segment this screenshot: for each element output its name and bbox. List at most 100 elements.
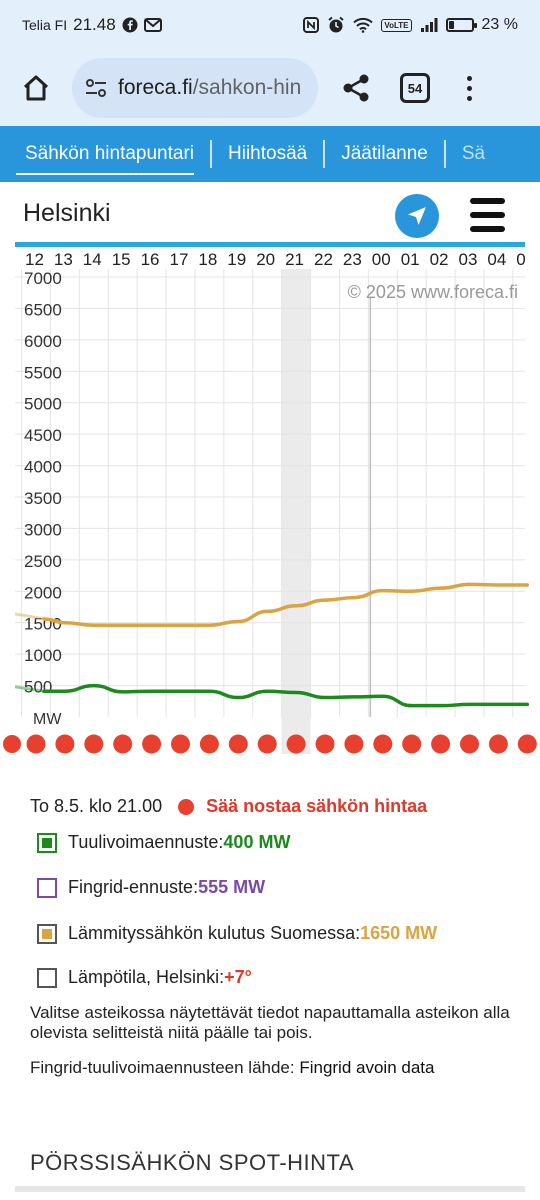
y-tick-label: 3500: [24, 489, 62, 508]
hour-tick-label: 21: [285, 250, 304, 269]
legend-checkbox-temperature[interactable]: [37, 967, 57, 988]
price-dot: [315, 734, 335, 754]
price-dot: [142, 734, 162, 754]
price-dot: [171, 734, 190, 754]
hour-tick-label: 19: [227, 250, 246, 269]
volte-icon: VoLTE: [381, 18, 412, 32]
heating-consumption-line: [42, 582, 530, 627]
source-text: Fingrid-tuulivoimaennusteen lähde: Fingr…: [30, 1058, 435, 1077]
price-indicator-dot: [178, 798, 195, 815]
legend-checkbox-heating[interactable]: [37, 923, 57, 944]
mail-icon: [143, 18, 162, 32]
legend-fingrid-forecast[interactable]: Fingrid-ennuste: 555 MW: [37, 877, 265, 898]
y-tick-label: 2500: [24, 552, 62, 571]
clock: 21.48: [73, 15, 116, 34]
y-tick-label: 2000: [24, 583, 62, 602]
facebook-icon: [122, 17, 138, 33]
home-button[interactable]: [18, 70, 54, 106]
y-tick-label: 6500: [24, 300, 62, 319]
hour-tick-label: 15: [112, 250, 131, 269]
price-dot: [84, 734, 104, 754]
price-dot: [113, 734, 133, 754]
chart-top-border: [15, 242, 525, 247]
series-line-history: [14, 612, 45, 621]
legend-label: Tuulivoimaennuste:: [68, 832, 224, 852]
hour-tick-label: 17: [170, 250, 189, 269]
chart-copyright: © 2025 www.foreca.fi: [348, 282, 518, 302]
hour-tick-label: 13: [54, 250, 73, 269]
price-dot: [431, 734, 451, 754]
share-icon[interactable]: [340, 72, 372, 104]
alarm-icon: [328, 16, 345, 33]
legend-heating-consumption[interactable]: Lämmityssähkön kulutus Suomessa: 1650 MW: [37, 923, 437, 944]
price-dot: [286, 734, 306, 754]
legend-wind-power[interactable]: Tuulivoimaennuste: 400 MW: [37, 832, 290, 853]
y-tick-label: 1000: [24, 646, 62, 665]
site-menu-button[interactable]: [470, 198, 505, 232]
city-name[interactable]: Helsinki: [23, 198, 111, 227]
price-dot: [488, 734, 508, 754]
price-dot: [3, 735, 21, 753]
nav-item-more[interactable]: Sä: [461, 143, 486, 164]
nav-item-ice-situation[interactable]: Jäätilanne: [341, 143, 428, 164]
section-divider: [15, 1186, 525, 1192]
y-tick-label: 6000: [24, 332, 62, 351]
home-icon: [23, 75, 49, 101]
hour-tick-label: 00: [372, 250, 391, 269]
y-tick-label: 5000: [24, 395, 62, 414]
hour-tick-label: 22: [314, 250, 333, 269]
locate-button[interactable]: [395, 194, 439, 238]
hour-tick-label: 12: [25, 250, 44, 269]
site-settings-icon[interactable]: [84, 76, 108, 100]
energy-chart[interactable]: 12 13 14 15 16 17 18 19 20 21 22 23 00 01 02 03 04 0 7000…: [0, 247, 540, 762]
price-dot: [228, 734, 248, 754]
price-dot: [344, 734, 364, 754]
signal-icon: [420, 18, 438, 32]
y-tick-label: 500: [24, 678, 52, 697]
browser-toolbar: foreca.fi/sahkon-hin 54: [0, 50, 540, 126]
tab-count: 54: [407, 80, 423, 96]
tab-switcher-button[interactable]: 54: [400, 73, 430, 103]
price-dot: [199, 734, 219, 754]
hour-tick-label: 02: [430, 250, 449, 269]
browser-menu-button[interactable]: [464, 75, 474, 101]
url-text: foreca.fi/sahkon-hin: [118, 76, 302, 99]
hour-tick-label: 14: [83, 250, 102, 269]
nav-separator: [443, 140, 446, 168]
address-bar[interactable]: foreca.fi/sahkon-hin: [72, 58, 318, 118]
hour-tick-label: 03: [459, 250, 478, 269]
y-tick-label: 4000: [24, 458, 62, 477]
price-dot: [26, 734, 46, 754]
nav-item-electricity-price[interactable]: Sähkön hintapuntari: [0, 143, 210, 175]
legend-label: Lämmityssähkön kulutus Suomessa:: [68, 923, 361, 943]
legend-label: Fingrid-ennuste:: [68, 877, 199, 897]
legend-checkbox-fingrid[interactable]: [37, 877, 57, 898]
instructions-text: Valitse asteikossa näytettävät tiedot na…: [30, 1003, 510, 1042]
battery-icon: [445, 18, 477, 32]
legend-value: +7°: [224, 967, 252, 987]
legend-checkbox-wind[interactable]: [37, 832, 57, 853]
legend-temperature[interactable]: Lämpötila, Helsinki: +7°: [37, 967, 252, 988]
hour-tick-label: 04: [487, 250, 506, 269]
nav-item-ski-weather[interactable]: Hiihtosää: [228, 143, 308, 164]
wifi-icon: [353, 17, 374, 33]
hour-tick-label: 20: [256, 250, 275, 269]
y-tick-label: 7000: [24, 269, 62, 288]
price-dot: [373, 734, 393, 754]
hour-tick-label: 16: [141, 250, 160, 269]
nfc-icon: [303, 17, 320, 33]
price-dot: [55, 734, 75, 754]
series-line-history: [14, 685, 45, 693]
hour-tick-label: 0: [516, 250, 525, 269]
forecast-time: To 8.5. klo 21.00: [30, 796, 163, 816]
y-tick-label: 3000: [24, 520, 62, 539]
y-tick-label: 4500: [24, 426, 62, 445]
price-dot: [257, 734, 277, 754]
y-axis-unit: MW: [33, 711, 62, 728]
fingrid-open-data-link[interactable]: Fingrid avoin data: [299, 1058, 435, 1077]
y-tick-label: 5500: [24, 363, 62, 382]
current-hour-highlight: [281, 269, 311, 754]
location-header: Helsinki: [0, 182, 540, 244]
carrier-name: Telia FI: [22, 17, 68, 33]
price-dot: [460, 734, 479, 754]
